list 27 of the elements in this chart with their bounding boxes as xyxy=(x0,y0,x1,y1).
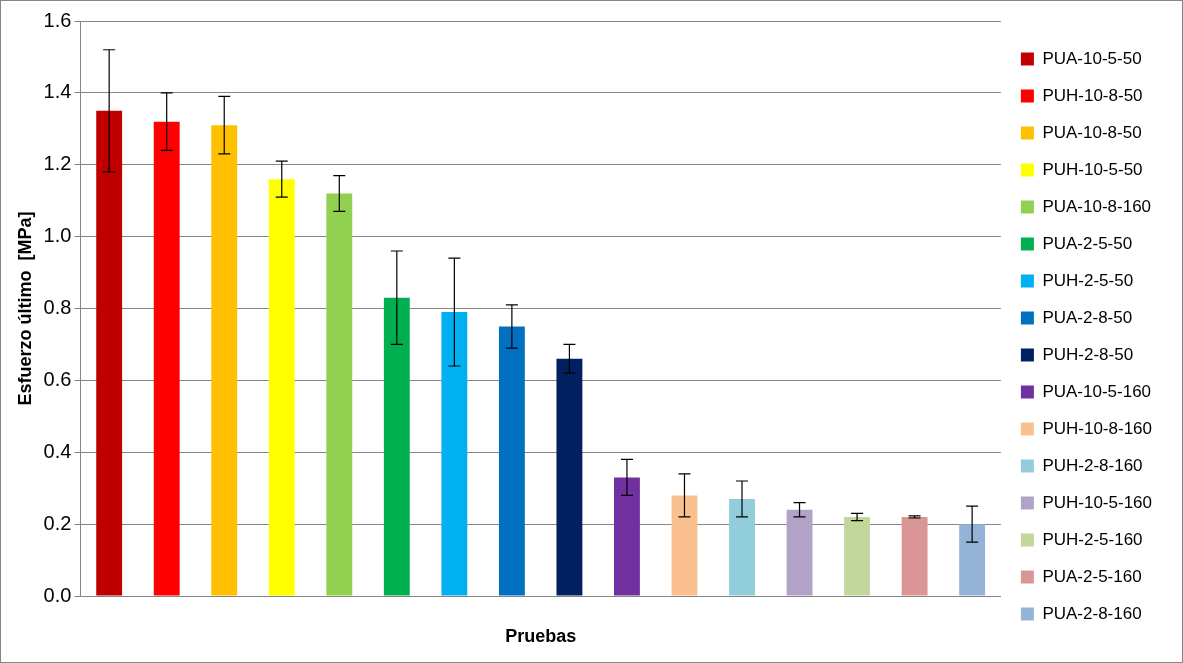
y-tick-label: 0.2 xyxy=(43,511,72,534)
legend-label: PUA-2-8-160 xyxy=(1042,603,1142,623)
y-tick-label: 1.6 xyxy=(43,8,72,31)
legend-label: PUH-10-8-160 xyxy=(1042,418,1153,438)
legend-label: PUH-2-5-50 xyxy=(1042,270,1134,290)
legend-label: PUH-2-5-160 xyxy=(1042,529,1143,549)
y-axis-title: Esfuerzo último [MPa] xyxy=(14,211,35,406)
legend-label: PUA-2-5-50 xyxy=(1042,233,1133,253)
legend-label: PUA-2-8-50 xyxy=(1042,307,1133,327)
y-tick-label: 1.0 xyxy=(43,224,72,247)
legend-label: PUA-10-8-50 xyxy=(1042,122,1142,142)
legend-label: PUA-10-5-50 xyxy=(1042,48,1142,68)
legend-label: PUA-2-5-160 xyxy=(1042,566,1142,586)
legend-label: PUH-2-8-50 xyxy=(1042,344,1134,364)
legend-label: PUH-10-8-50 xyxy=(1042,85,1143,105)
legend-label: PUA-10-8-160 xyxy=(1042,196,1152,216)
y-tick-label: 1.4 xyxy=(43,80,72,103)
x-axis-title: Pruebas xyxy=(505,626,577,647)
legend-label: PUH-2-8-160 xyxy=(1042,455,1143,475)
legend-label: PUH-10-5-50 xyxy=(1042,159,1143,179)
legend-label: PUH-10-5-160 xyxy=(1042,492,1153,512)
legend-label: PUA-10-5-160 xyxy=(1042,381,1152,401)
y-tick-label: 0.8 xyxy=(43,296,72,319)
y-tick-label: 0.0 xyxy=(43,583,72,606)
y-tick-label: 0.6 xyxy=(43,367,72,390)
y-tick-label: 0.4 xyxy=(43,439,72,462)
y-tick-label: 1.2 xyxy=(43,152,72,175)
